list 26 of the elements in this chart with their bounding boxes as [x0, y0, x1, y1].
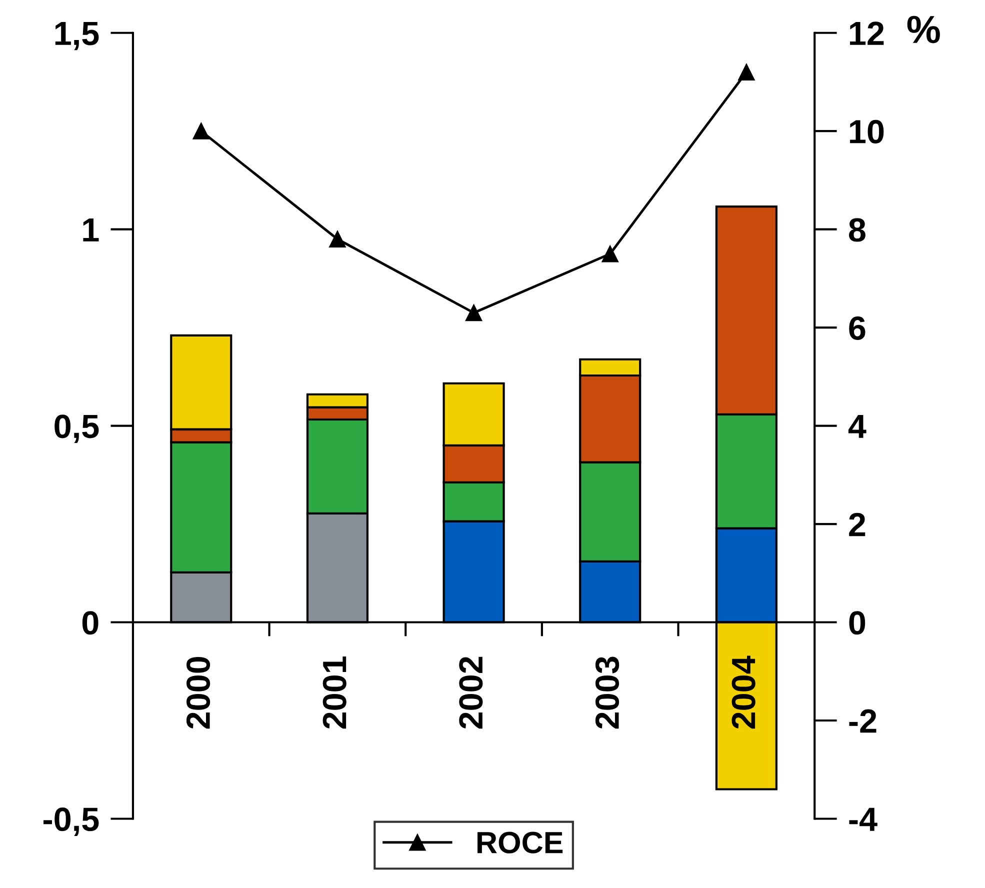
x-tick-label: 2004 [732, 656, 756, 729]
x-tick-label: 2003 [595, 656, 620, 729]
y2-axis-title: % [907, 16, 940, 44]
x-tick-label: 2000 [186, 656, 210, 729]
y2-tick-label: 6 [849, 316, 866, 340]
y2-tick-label: 8 [848, 218, 866, 242]
y2-tick-label: 10 [850, 120, 884, 144]
x-tick-label: 2001 [322, 656, 346, 729]
x-tick-label: 2002 [459, 656, 483, 729]
point [738, 64, 755, 80]
y-tick-label: 0,5 [54, 414, 99, 444]
y2-tick-label: -2 [849, 709, 876, 733]
legend-label: ROCE [478, 832, 563, 854]
y-tick-label: -0,5 [44, 808, 99, 836]
y2-tick-label: -4 [849, 808, 878, 831]
y2-tick-label: 12 [850, 22, 884, 45]
y-tick-label: 1,5 [55, 22, 99, 50]
y2-tick-label: 0 [849, 611, 866, 635]
point [329, 230, 346, 248]
point [192, 122, 210, 140]
y-tick-label: 1 [83, 218, 99, 242]
y2-tick-label: 4 [848, 414, 866, 438]
point [465, 304, 482, 322]
y2-tick-label: 2 [849, 512, 866, 536]
y-tick-label: 0 [82, 611, 98, 635]
point [602, 246, 618, 262]
